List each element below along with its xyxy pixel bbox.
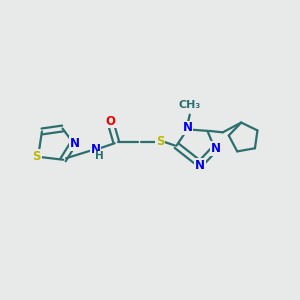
Text: N: N [91, 143, 100, 157]
Text: O: O [106, 115, 116, 128]
Text: N: N [70, 137, 80, 150]
Text: S: S [32, 150, 41, 163]
Text: S: S [156, 135, 165, 148]
Text: N: N [195, 159, 205, 172]
Text: N: N [211, 142, 221, 155]
Text: CH₃: CH₃ [178, 100, 201, 110]
Text: N: N [182, 122, 192, 134]
Text: H: H [95, 152, 103, 161]
